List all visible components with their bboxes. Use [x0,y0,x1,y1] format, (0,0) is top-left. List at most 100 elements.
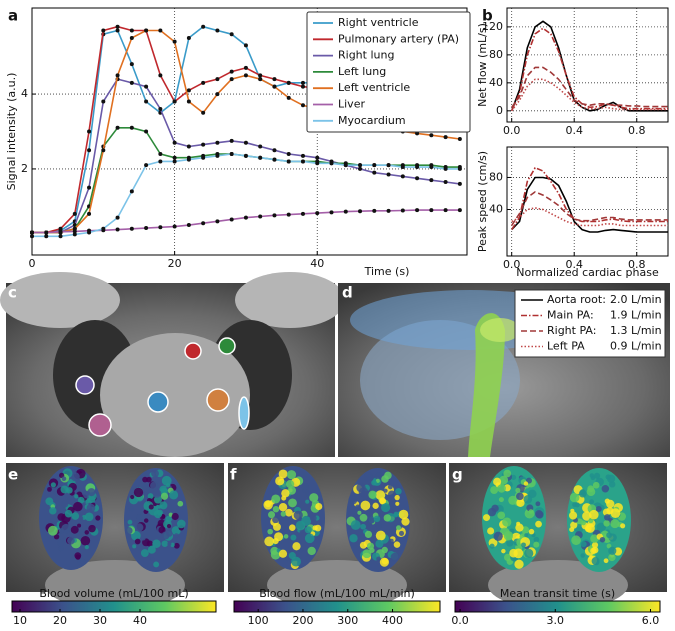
data-point [144,99,149,104]
pixel-blob [574,502,580,508]
pixel-blob [177,500,184,507]
pixel-blob [161,475,172,486]
pixel-blob [169,490,179,500]
data-point [386,208,391,213]
pixel-blob [159,485,169,495]
pixel-blob [493,531,503,541]
colorbar-tick-label: 200 [292,614,313,627]
pixel-blob [290,534,297,541]
data-point [258,144,263,149]
data-point [201,221,206,226]
pixel-blob [603,520,610,527]
pixel-blob [388,490,396,499]
pixel-blob [379,497,386,505]
data-point [300,84,305,89]
pixel-blob [161,540,169,547]
pixel-blob [271,494,281,504]
pixel-blob [272,537,279,545]
pixel-blob [268,511,276,519]
legend-label: Right lung [338,49,394,62]
data-point [457,166,462,171]
series-line [32,153,460,238]
pixel-blob [74,494,79,499]
colorbar [11,600,217,613]
data-point [201,110,206,115]
data-point [215,153,220,158]
pixel-blob [45,497,54,506]
pixel-blob [523,481,529,486]
pixel-blob [140,535,146,541]
data-point [215,140,220,145]
colorbar-tick-label: 10 [13,614,27,627]
series-line [511,167,668,231]
data-point [358,209,363,214]
pixel-blob [588,518,594,524]
legend-label: Liver [338,98,365,111]
data-point [372,208,377,213]
data-point [58,226,63,231]
pixel-blob [66,496,76,505]
data-point [300,153,305,158]
pixel-blob [535,501,541,507]
pixel-blob [278,502,288,512]
legend-label: Left PA [547,340,585,353]
x-tick-label: 40 [310,257,324,270]
pixel-blob [604,514,611,521]
data-point [286,151,291,156]
data-point [372,170,377,175]
pixel-blob [362,549,372,559]
pixel-blob [510,474,517,480]
y-tick-label: 120 [482,20,503,33]
data-point [415,176,420,181]
pixel-blob [589,499,595,505]
data-point [215,28,220,33]
pixel-blob [304,526,312,534]
series-line [510,20,668,112]
pixel-blob [143,518,149,523]
pixel-blob [368,517,375,524]
data-point [30,234,34,239]
pixel-blob [490,486,499,494]
data-point [58,234,63,239]
pixel-blob [358,487,369,497]
colorbar-tick-label: 20 [53,614,67,627]
pixel-blob [140,549,149,558]
data-point [429,165,434,170]
data-point [158,151,163,156]
pixel-blob [610,519,620,529]
data-point [129,35,134,40]
y-tick-label: 2 [21,162,28,175]
legend-value: 1.9 L/min [610,309,662,322]
pixel-blob [515,487,521,493]
legend-label: Right ventricle [338,16,419,29]
data-point [172,140,177,145]
data-point [343,209,348,214]
y-axis-label: Signal intensity (a.u.) [5,73,18,191]
pixel-blob [483,514,491,522]
data-point [186,88,191,93]
pixel-blob [381,557,389,565]
pixel-blob [374,472,384,481]
data-point [72,211,77,216]
pixel-blob [134,538,141,545]
panel-label: g [452,466,463,484]
pixel-blob [95,515,101,521]
pixel-blob [373,515,381,523]
data-point [186,157,191,162]
colorbar-label: Blood flow (mL/100 mL/min) [259,587,415,600]
data-point [400,174,405,179]
pixel-blob [173,533,179,538]
panel-label: c [8,284,17,302]
data-point [229,217,234,222]
pixel-blob [528,509,534,514]
pixel-blob [160,492,169,500]
colorbar-tick-label: 400 [382,614,403,627]
pixel-blob [148,504,154,510]
pixel-blob [357,510,362,515]
pixel-blob [292,542,301,551]
pixel-blob [396,525,402,531]
x-tick-label: 0.0 [503,124,521,137]
pixel-blob [167,541,172,547]
perfusion-maps [6,463,667,610]
data-point [286,80,291,85]
